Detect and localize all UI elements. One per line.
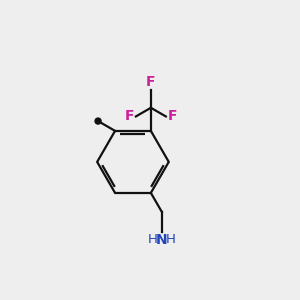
Text: F: F xyxy=(125,110,134,123)
Text: F: F xyxy=(167,110,177,123)
Text: H: H xyxy=(148,233,158,246)
Text: F: F xyxy=(146,75,156,89)
Circle shape xyxy=(95,118,101,124)
Text: H: H xyxy=(166,233,176,246)
Text: N: N xyxy=(156,233,168,247)
